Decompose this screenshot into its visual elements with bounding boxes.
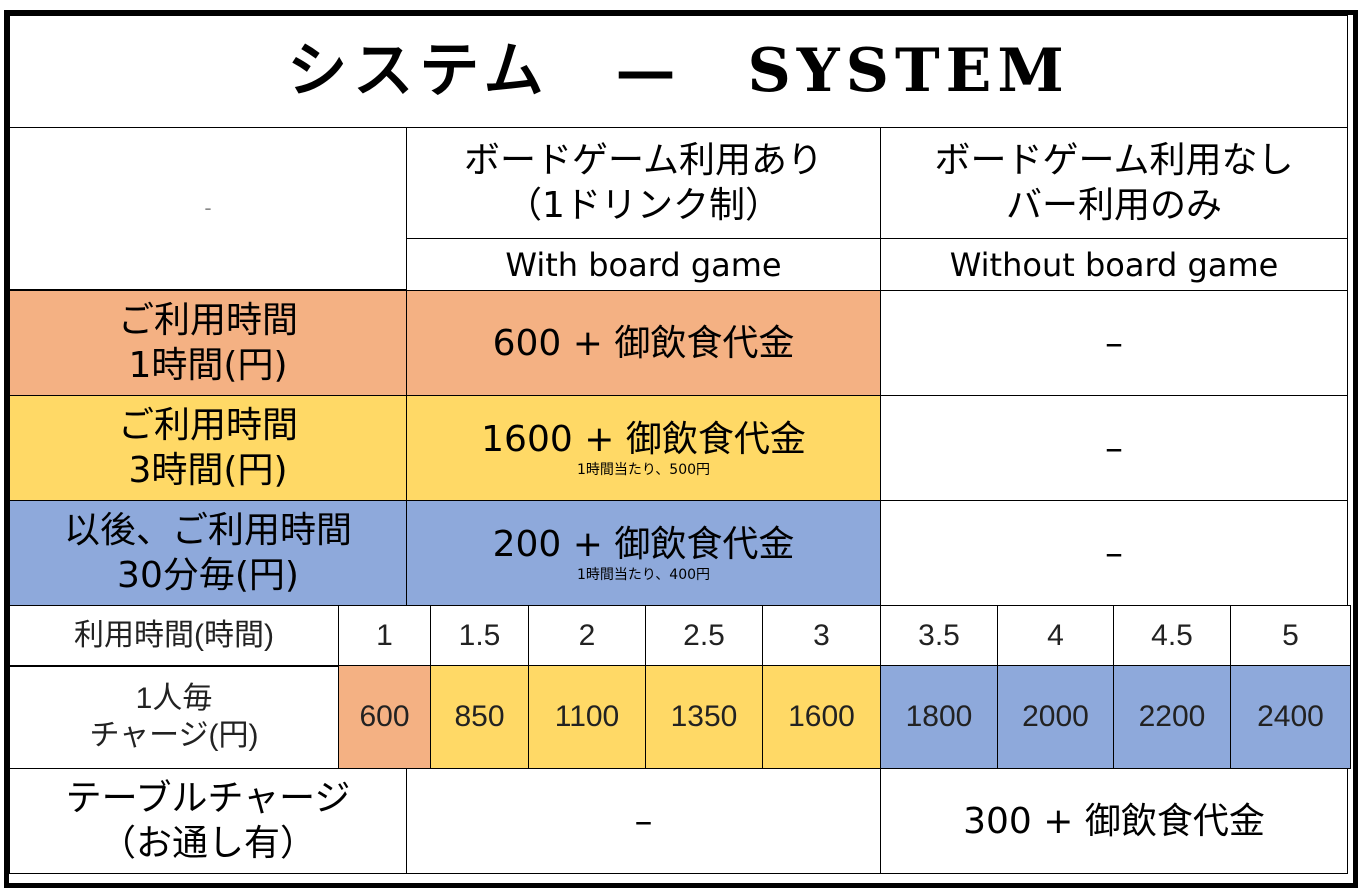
pricing-frame	[4, 10, 1358, 888]
price-note: 1時間当たり、500円	[576, 461, 711, 478]
row-label-line: （お通し有）	[99, 823, 316, 864]
header-line: （1ドリンク制）	[506, 185, 781, 226]
header-with-board-game-en: With board game	[406, 238, 881, 291]
hours-cell: 1	[338, 605, 431, 667]
row-label-table-charge: テーブルチャージ （お通し有）	[9, 768, 407, 874]
row-label-extension: 以後、ご利用時間 30分毎(円)	[9, 500, 407, 606]
table-charge-with: –	[406, 768, 881, 874]
hours-cell: 4	[997, 605, 1114, 667]
charge-cell: 1100	[528, 665, 646, 769]
header-line: ボードゲーム利用なし	[934, 140, 1294, 181]
header-line: ボードゲーム利用あり	[464, 140, 823, 181]
charge-cell: 2000	[997, 665, 1114, 769]
price-text: 600 + 御飲食代金	[492, 322, 795, 364]
hours-cell: 3	[762, 605, 881, 667]
price-text: 1600 + 御飲食代金	[481, 418, 806, 460]
charge-label: 1人毎チャージ(円)	[9, 665, 339, 769]
hours-cell: 1.5	[430, 605, 529, 667]
row-label-line: 1時間(円)	[128, 345, 288, 386]
header-with-board-game-jp: ボードゲーム利用あり （1ドリンク制）	[406, 127, 881, 239]
header-line: バー利用のみ	[1005, 185, 1222, 226]
row-label-line: 30分毎(円)	[117, 555, 299, 596]
charge-cell: 1350	[645, 665, 763, 769]
row-label-line: ご利用時間	[117, 300, 298, 341]
price-extension-without: –	[880, 500, 1348, 606]
charge-cell: 1800	[880, 665, 998, 769]
charge-cell: 850	[430, 665, 529, 769]
price-text: 200 + 御飲食代金	[492, 523, 795, 565]
header-corner: -	[9, 127, 407, 290]
hours-cell: 4.5	[1113, 605, 1231, 667]
price-3hours-with: 1600 + 御飲食代金 1時間当たり、500円	[406, 395, 881, 501]
hours-cell: 2.5	[645, 605, 763, 667]
hours-label: 利用時間(時間)	[9, 605, 339, 667]
hours-cell: 5	[1230, 605, 1351, 667]
charge-cell: 600	[338, 665, 431, 769]
row-label-line: 3時間(円)	[128, 450, 288, 491]
price-1hour-without: –	[880, 290, 1348, 396]
price-note: 1時間当たり、400円	[576, 566, 711, 583]
row-label-1hour: ご利用時間 1時間(円)	[9, 290, 407, 396]
charge-cell: 1600	[762, 665, 881, 769]
header-without-board-game-en: Without board game	[880, 238, 1348, 291]
charge-label-line: 1人毎	[135, 681, 213, 715]
charge-label-line: チャージ(円)	[89, 719, 259, 752]
price-extension-with: 200 + 御飲食代金 1時間当たり、400円	[406, 500, 881, 606]
table-charge-without: 300 + 御飲食代金	[880, 768, 1348, 874]
hours-cell: 2	[528, 605, 646, 667]
price-1hour-with: 600 + 御飲食代金	[406, 290, 881, 396]
row-label-line: 以後、ご利用時間	[63, 510, 352, 551]
charge-cell: 2400	[1230, 665, 1351, 769]
row-label-3hours: ご利用時間 3時間(円)	[9, 395, 407, 501]
row-label-line: テーブルチャージ	[65, 778, 351, 819]
charge-cell: 2200	[1113, 665, 1231, 769]
hours-cell: 3.5	[880, 605, 998, 667]
row-label-line: ご利用時間	[117, 405, 298, 446]
page-title: システム — SYSTEM	[9, 15, 1348, 128]
header-without-board-game-jp: ボードゲーム利用なし バー利用のみ	[880, 127, 1348, 239]
price-3hours-without: –	[880, 395, 1348, 501]
